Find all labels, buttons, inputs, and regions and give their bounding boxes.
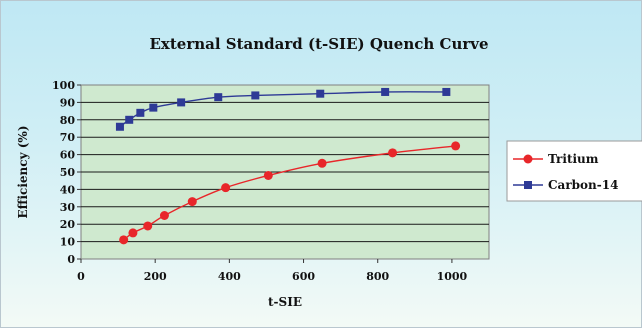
legend-tritium-marker: [523, 154, 533, 164]
x-tick-label: 200: [144, 270, 167, 283]
y-tick-label: 10: [60, 236, 76, 249]
x-tick-label: 1000: [437, 270, 468, 283]
tritium-point: [187, 197, 197, 207]
y-tick-label: 30: [60, 201, 76, 214]
carbon-14-line: [119, 91, 447, 128]
carbon-14-point: [214, 93, 223, 102]
legend: [506, 140, 642, 202]
tritium-point: [388, 148, 398, 158]
y-axis-title: Efficiency (%): [16, 126, 30, 219]
x-tick-label: 600: [292, 270, 315, 283]
chart-title: External Standard (t-SIE) Quench Curve: [149, 35, 488, 53]
tritium-point: [119, 235, 129, 245]
carbon-14-point: [125, 115, 134, 124]
x-tick-label: 400: [218, 270, 241, 283]
tritium-point: [317, 158, 327, 168]
carbon-14-point: [381, 87, 390, 96]
carbon-14-point: [115, 122, 124, 131]
y-tick-label: 80: [60, 114, 76, 127]
carbon-14-point: [177, 98, 186, 107]
tritium-point: [221, 183, 231, 193]
y-tick-label: 0: [67, 253, 75, 266]
legend-carbon-14-label: Carbon-14: [548, 178, 618, 192]
legend-entries: Tritium Carbon-14: [513, 152, 618, 192]
carbon-14-point: [136, 108, 145, 117]
x-tick-label: 0: [77, 270, 85, 283]
y-tick-label: 100: [52, 79, 75, 92]
legend-carbon-14-marker: [524, 181, 532, 189]
legend-tritium-label: Tritium: [548, 152, 599, 166]
carbon-14-point: [442, 87, 451, 96]
y-tick-label: 40: [60, 183, 76, 196]
carbon-14-point: [251, 91, 260, 100]
carbon-14-point: [149, 103, 158, 112]
y-tick-label: 60: [60, 149, 76, 162]
y-tick-label: 70: [60, 131, 76, 144]
y-axis-ticks: 0 10 20 30 40 50 60 70 80 90 100: [52, 79, 81, 266]
tritium-point: [451, 141, 461, 151]
tritium-point: [128, 228, 138, 238]
tritium-point: [159, 211, 169, 220]
carbon-14-point: [316, 89, 325, 98]
tritium-point: [143, 221, 153, 231]
y-tick-label: 90: [60, 96, 76, 109]
tritium-point: [263, 170, 273, 180]
series-layer: [115, 87, 461, 245]
x-tick-label: 800: [366, 270, 389, 283]
y-tick-label: 20: [60, 218, 76, 231]
tritium-line: [123, 145, 456, 241]
y-tick-label: 50: [60, 166, 76, 179]
x-axis-title: t-SIE: [268, 295, 302, 309]
x-axis-ticks: 0 200 400 600 800 1000: [77, 259, 468, 283]
